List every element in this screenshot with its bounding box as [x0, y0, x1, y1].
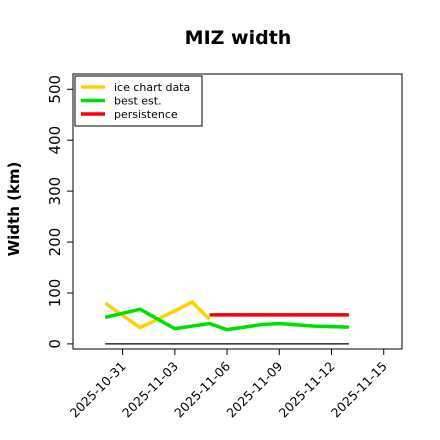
legend-label: persistence — [114, 108, 178, 121]
y-tick-label: 200 — [46, 228, 64, 257]
y-tick-label: 300 — [46, 177, 64, 206]
x-axis: 2025-10-312025-11-032025-11-062025-11-09… — [67, 349, 390, 420]
series-line-best-est- — [104, 307, 349, 332]
y-tick-label: 100 — [46, 279, 64, 308]
legend-label: ice chart data — [114, 81, 190, 94]
y-tick-label: 400 — [46, 126, 64, 155]
y-tick-label: 0 — [46, 339, 64, 349]
legend-label: best est. — [114, 95, 162, 108]
y-tick-label: 500 — [46, 75, 64, 104]
y-axis: 0 100 200 300 400 500 — [46, 75, 73, 349]
chart-title: MIZ width — [185, 27, 292, 49]
plot-area-frame — [72, 73, 403, 350]
x-tick-label: 2025-11-15 — [328, 359, 390, 421]
y-axis-label: Width (km) — [5, 162, 23, 257]
series-layer — [104, 300, 349, 345]
